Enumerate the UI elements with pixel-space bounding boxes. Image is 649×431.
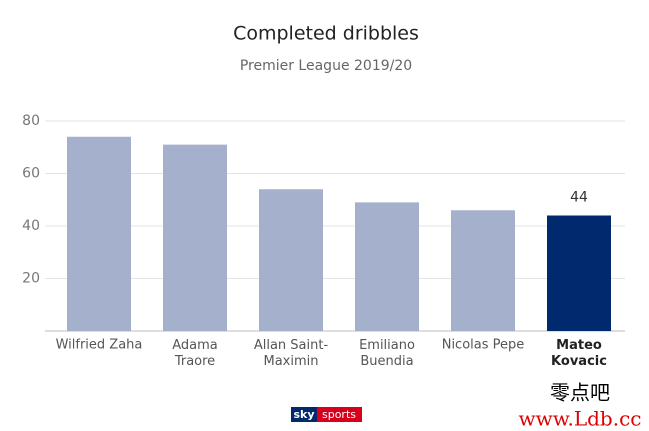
bar [259, 189, 323, 331]
logo-text: sky [293, 408, 314, 421]
bar [163, 144, 227, 331]
logo: sky sports [291, 407, 362, 422]
y-tick-label: 40 [22, 218, 40, 234]
y-tick-label: 80 [22, 113, 40, 129]
logo-text: sports [322, 408, 356, 421]
x-tick-label: Wilfried Zaha [56, 338, 143, 353]
bar [451, 210, 515, 331]
watermark: 零点吧 [550, 381, 610, 405]
x-tick-label: Adama Traore [172, 338, 218, 369]
x-tick-label: Mateo Kovacic [551, 338, 607, 369]
watermark: www.Ldb.cc [519, 407, 642, 431]
chart-title: Completed dribbles [233, 23, 419, 45]
chart-subtitle: Premier League 2019/20 [240, 58, 412, 74]
bar [67, 136, 131, 331]
x-tick-label: Nicolas Pepe [442, 338, 525, 353]
logo-box [291, 407, 317, 422]
bar [547, 215, 611, 331]
y-tick-label: 20 [22, 271, 40, 287]
logo-box [317, 407, 362, 422]
data-label: 44 [570, 190, 588, 206]
x-tick-label: Allan Saint-Maximin [254, 338, 329, 369]
bar [355, 202, 419, 331]
y-tick-label: 60 [22, 166, 40, 182]
x-tick-label: Emiliano Buendia [359, 338, 415, 369]
